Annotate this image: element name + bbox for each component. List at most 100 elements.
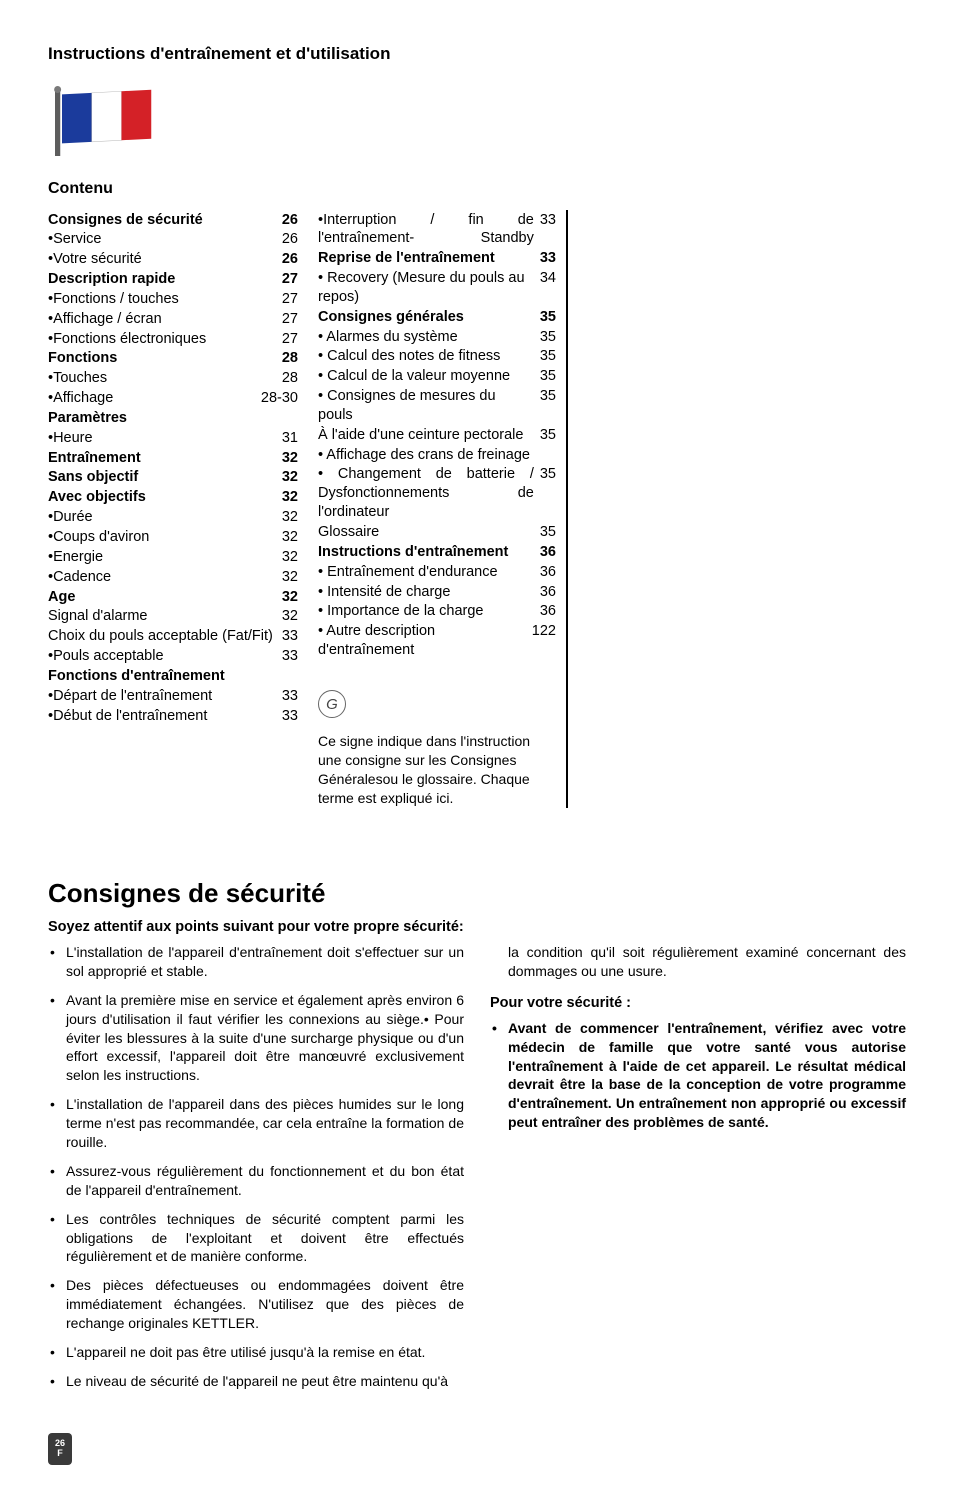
toc-label: Sans objectif (48, 468, 282, 487)
toc-row: •Durée32 (48, 508, 298, 528)
toc-label: À l'aide d'une ceinture pectorale (318, 426, 540, 445)
body-column-left: L'installation de l'appareil d'entraînem… (48, 943, 464, 1401)
toc-row: •Coups d'aviron32 (48, 528, 298, 548)
toc-row: •Heure31 (48, 428, 298, 448)
toc-label: Paramètres (48, 409, 298, 428)
carryover-text: la condition qu'il soit régulièrement ex… (490, 943, 906, 981)
toc-page: 33 (540, 211, 556, 249)
toc-page: 35 (540, 523, 556, 542)
toc-page: 27 (282, 310, 298, 329)
toc-label: •Affichage / écran (48, 310, 282, 329)
bullet-bold-warning: Avant de commencer l'entraînement, vérif… (490, 1019, 906, 1132)
bullet-item: Assurez-vous régulièrement du fonctionne… (48, 1162, 464, 1200)
toc-page: 36 (540, 563, 556, 582)
toc-row: Paramètres (48, 408, 298, 428)
toc-label: •Energie (48, 548, 282, 567)
toc-label: •Interruption / fin de l'entraînement- S… (318, 211, 540, 249)
toc-label: • Calcul de la valeur moyenne (318, 367, 540, 386)
toc-row: Consignes générales35 (318, 307, 556, 327)
toc-label: • Alarmes du système (318, 328, 540, 347)
bullet-item: Les contrôles techniques de sécurité com… (48, 1210, 464, 1267)
toc-label: • Changement de batterie / Dysfonctionne… (318, 465, 540, 522)
bullet-item: Avant la première mise en service et éga… (48, 991, 464, 1085)
toc-row: •Fonctions électroniques27 (48, 329, 298, 349)
toc-label: •Heure (48, 429, 282, 448)
toc-label: Entraînement (48, 449, 282, 468)
toc-page: 32 (282, 568, 298, 587)
toc-column-left: Consignes de sécurité26•Service26•Votre … (48, 210, 298, 808)
toc-label: •Affichage (48, 389, 261, 408)
toc-label: • Importance de la charge (318, 602, 540, 621)
bullet-list-right: Avant de commencer l'entraînement, vérif… (490, 1019, 906, 1132)
toc-row: •Cadence32 (48, 567, 298, 587)
toc-row: Avec objectifs32 (48, 488, 298, 508)
toc-page: 26 (282, 250, 298, 269)
footer-lang: F (57, 1449, 63, 1459)
footer-page-no: 26 (55, 1439, 65, 1449)
toc-row: •Début de l'entraînement33 (48, 706, 298, 726)
toc-label: • Calcul des notes de fitness (318, 347, 540, 366)
letter-g-icon: G (318, 690, 346, 718)
toc-page: 28 (282, 349, 298, 368)
toc-row: •Fonctions / touches27 (48, 289, 298, 309)
toc-row: • Intensité de charge36 (318, 582, 556, 602)
toc-page: 36 (540, 602, 556, 621)
toc-row: •Interruption / fin de l'entraînement- S… (318, 210, 556, 249)
toc-page: 33 (282, 707, 298, 726)
toc-page: 32 (282, 508, 298, 527)
toc-label: •Fonctions électroniques (48, 330, 282, 349)
toc-page: 32 (282, 607, 298, 626)
toc-label: •Votre sécurité (48, 250, 282, 269)
toc-label: Reprise de l'entraînement (318, 249, 540, 268)
table-of-contents: Consignes de sécurité26•Service26•Votre … (48, 210, 906, 808)
toc-page: 36 (540, 543, 556, 562)
bullet-item: L'appareil ne doit pas être utilisé jusq… (48, 1343, 464, 1362)
toc-label: •Départ de l'entraînement (48, 687, 282, 706)
toc-page: 32 (282, 548, 298, 567)
toc-page: 27 (282, 290, 298, 309)
toc-row: • Changement de batterie / Dysfonctionne… (318, 465, 556, 523)
toc-label: Glossaire (318, 523, 540, 542)
toc-column-right: •Interruption / fin de l'entraînement- S… (318, 210, 568, 808)
toc-page: 27 (282, 270, 298, 289)
toc-page: 32 (282, 468, 298, 487)
toc-label: •Coups d'aviron (48, 528, 282, 547)
toc-page: 32 (282, 588, 298, 607)
toc-row: Fonctions28 (48, 349, 298, 369)
toc-row: Signal d'alarme32 (48, 607, 298, 627)
toc-page: 33 (540, 249, 556, 268)
toc-page: 33 (282, 687, 298, 706)
toc-row: •Service26 (48, 230, 298, 250)
toc-label: •Durée (48, 508, 282, 527)
toc-page: 35 (540, 426, 556, 445)
toc-page: 35 (540, 328, 556, 347)
toc-row: Glossaire35 (318, 523, 556, 543)
toc-label: Age (48, 588, 282, 607)
section-heading-security: Consignes de sécurité (48, 878, 906, 909)
toc-page: 36 (540, 583, 556, 602)
bullet-item: L'installation de l'appareil d'entraînem… (48, 943, 464, 981)
toc-row: • Consignes de mesures du pouls35 (318, 387, 556, 426)
page-title: Instructions d'entraînement et d'utilisa… (48, 44, 906, 64)
toc-row: • Calcul de la valeur moyenne35 (318, 367, 556, 387)
toc-label: Avec objectifs (48, 488, 282, 507)
toc-row: • Recovery (Mesure du pouls au repos)34 (318, 269, 556, 308)
toc-page: 35 (540, 308, 556, 327)
toc-row: • Calcul des notes de fitness35 (318, 347, 556, 367)
toc-label: Fonctions (48, 349, 282, 368)
toc-row: • Autre description d'entraînement122 (318, 622, 556, 661)
toc-label: • Affichage des crans de freinage (318, 446, 556, 465)
toc-row: •Votre sécurité26 (48, 250, 298, 270)
toc-label: Description rapide (48, 270, 282, 289)
toc-page: 35 (540, 387, 556, 425)
sub-heading-attention: Soyez attentif aux points suivant pour v… (48, 919, 906, 935)
toc-label: •Fonctions / touches (48, 290, 282, 309)
toc-row: Choix du pouls acceptable (Fat/Fit)33 (48, 627, 298, 647)
toc-label: Instructions d'entraînement (318, 543, 540, 562)
page-number-badge: 26 F (48, 1433, 72, 1465)
contents-heading: Contenu (48, 180, 906, 198)
toc-label: Signal d'alarme (48, 607, 282, 626)
toc-label: •Pouls acceptable (48, 647, 282, 666)
toc-page: 32 (282, 528, 298, 547)
toc-row: • Importance de la charge36 (318, 602, 556, 622)
